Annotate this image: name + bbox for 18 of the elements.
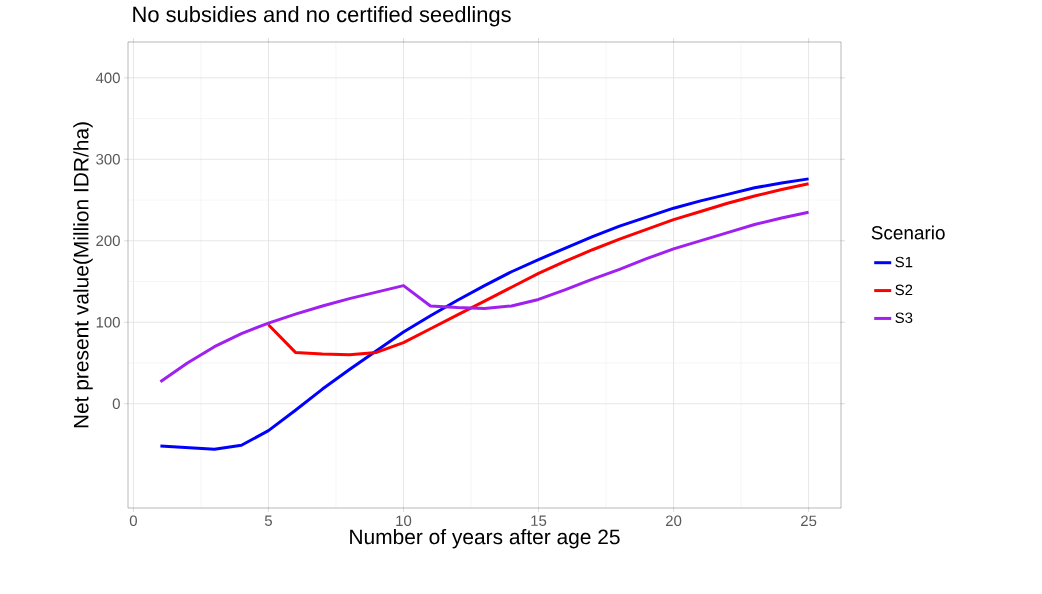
legend-label: S2 xyxy=(895,284,913,296)
x-tick-label: 15 xyxy=(531,515,547,526)
y-axis-title: Net present value(Million IDR/ha) xyxy=(73,122,93,428)
legend-label: S1 xyxy=(895,256,913,268)
y-tick-label: 400 xyxy=(95,72,120,84)
y-tick-label: 300 xyxy=(96,154,120,165)
chart-title: No subsidies and no certified seedlings xyxy=(133,6,511,27)
legend-title: Scenario xyxy=(871,225,945,240)
x-tick-label: 10 xyxy=(396,515,412,527)
y-tick-label: 0 xyxy=(112,398,120,409)
x-tick-label: 0 xyxy=(129,515,137,527)
x-tick-label: 5 xyxy=(264,515,272,526)
legend-label: S3 xyxy=(895,312,913,324)
x-tick-label: 20 xyxy=(666,515,682,527)
y-tick-label: 200 xyxy=(96,235,120,247)
x-axis-title: Number of years after age 25 xyxy=(350,528,620,549)
y-tick-label: 100 xyxy=(96,316,120,328)
x-tick-label: 25 xyxy=(801,515,817,527)
